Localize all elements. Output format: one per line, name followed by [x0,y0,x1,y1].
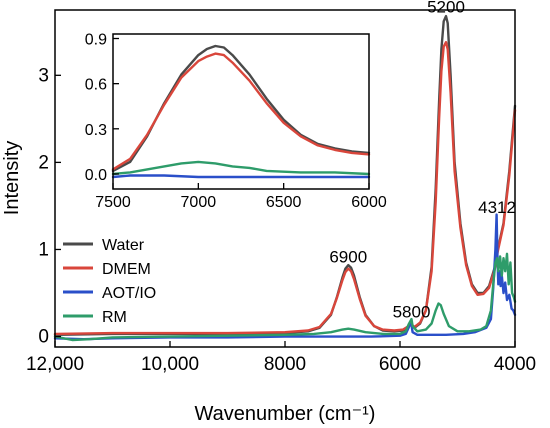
inset-series-dmem [111,52,371,171]
legend-label-aot-io: AOT/IO [102,285,156,302]
inset-x-tick-label: 6000 [351,194,387,211]
series-aot-io [53,213,517,341]
inset-y-tick-label: 0.3 [85,122,107,139]
legend-label-water: Water [102,237,145,254]
inset-x-tick-label: 6500 [266,194,302,211]
legend-label-rm: RM [102,309,127,326]
peak-label-5800: 5800 [393,302,431,321]
inset-y-tick-label: 0.6 [85,77,107,94]
x-tick-label: 8000 [264,354,306,375]
legend: Water DMEM AOT/IO RM [63,237,156,326]
x-tick-label: 12,000 [26,354,84,375]
main-axes: 12,000 10,000 8000 6000 4000 0 1 2 3 [26,65,536,375]
inset-series-group [111,44,371,179]
inset-y-tick-label: 0.9 [85,32,107,49]
x-tick-label: 4000 [494,354,536,375]
inset-frame [112,33,370,190]
annotations: 6900 5800 5200 4312 [329,0,516,321]
inset-series-rm [111,160,371,176]
peak-label-4312: 4312 [478,198,516,217]
y-tick-label: 3 [38,65,49,86]
inset-x-tick-label: 7000 [181,194,217,211]
main-series-group [53,14,517,342]
series-rm [53,252,517,342]
x-axis-label: Wavenumber (cm⁻¹) [195,403,376,425]
inset-x-tick-label: 7500 [95,194,131,211]
y-tick-label: 0 [38,327,49,348]
y-tick-label: 2 [38,152,49,173]
peak-label-6900: 6900 [329,248,367,267]
legend-label-dmem: DMEM [102,261,151,278]
inset-plot: 7500 7000 6500 6000 0.0 0.3 0.6 0.9 [85,32,387,211]
peak-label-5200: 5200 [427,0,465,17]
x-tick-label: 6000 [379,354,421,375]
inset-y-tick-label: 0.0 [85,167,107,184]
inset-background [113,34,369,189]
y-axis-label: Intensity [1,141,23,215]
x-tick-label: 10,000 [141,354,199,375]
inset-series-aot-io [111,174,371,179]
inset-axes: 7500 7000 6500 6000 0.0 0.3 0.6 0.9 [85,32,387,211]
y-tick-label: 1 [38,239,49,260]
